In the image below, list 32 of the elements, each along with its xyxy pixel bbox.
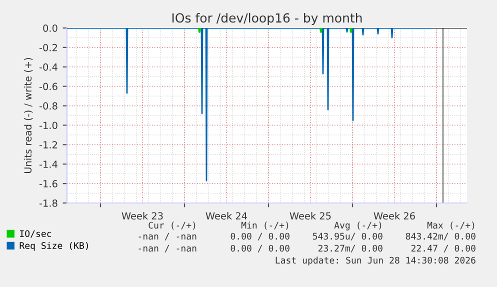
text: 843.42m/ 0.00 — [406, 232, 476, 240]
text: 22.47 / 0.00 — [411, 244, 476, 252]
text: Min (-/+) — [241, 222, 288, 230]
y-tick-label: -0.8 — [39, 102, 58, 110]
y-tick-label: -1.8 — [39, 199, 58, 207]
text: 0.00 / 0.00 — [230, 232, 290, 240]
y-axis-title: Units read (-) / write (+) — [24, 58, 33, 174]
y-tick-label: -1.6 — [39, 180, 58, 188]
line-series — [67, 28, 432, 182]
x-tick-label: Week 24 — [206, 212, 248, 220]
text: -nan / -nan — [138, 232, 196, 240]
y-tick-label: -0.4 — [39, 63, 58, 71]
legend-label: Req Size (KB) — [20, 242, 88, 251]
x-tick-label: Week 25 — [290, 212, 331, 220]
x-tick-label: Week 26 — [374, 212, 415, 220]
chart-title: IOs for /dev/loop16 - by month — [172, 12, 362, 26]
y-tick-label: -1.2 — [39, 141, 57, 148]
text: 23.27m/ 0.00 — [318, 244, 382, 252]
text: -nan / -nan — [138, 244, 196, 252]
y-tick-label: -1.4 — [39, 160, 58, 168]
text: Avg (-/+) — [334, 222, 382, 230]
x-tick-label: Week 23 — [122, 212, 163, 220]
legend-label: IO/sec — [20, 230, 52, 238]
y-tick-label: -0.2 — [39, 44, 57, 52]
text: Last update: Sun Jun 28 14:30:08 2026 — [276, 256, 476, 266]
text: 543.95u/ 0.00 — [312, 232, 382, 240]
text: 0.00 / 0.00 — [230, 244, 290, 252]
y-tick-label: 0.0 — [43, 24, 58, 32]
y-tick-label: -1.0 — [39, 122, 58, 130]
text: Cur (-/+) — [148, 222, 196, 230]
y-tick-label: -0.6 — [39, 82, 58, 90]
text: Max (-/+) — [427, 222, 474, 230]
